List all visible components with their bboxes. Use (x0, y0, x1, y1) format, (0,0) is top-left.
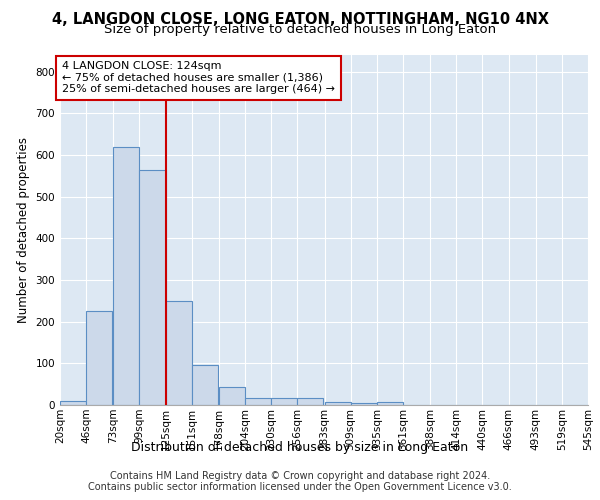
Bar (139, 170, 166, 405)
Bar (350, 403, 377, 405)
Bar (377, 402, 403, 405)
Bar (60, 401, 86, 405)
Bar (86, 311, 112, 405)
Bar (245, 398, 271, 405)
Bar (219, 387, 245, 405)
Text: 4 LANGDON CLOSE: 124sqm
← 75% of detached houses are smaller (1,386)
25% of semi: 4 LANGDON CLOSE: 124sqm ← 75% of detache… (62, 62, 335, 94)
Bar (271, 398, 298, 405)
Text: Contains public sector information licensed under the Open Government Licence v3: Contains public sector information licen… (88, 482, 512, 492)
Bar (298, 398, 323, 405)
Bar (166, 301, 192, 405)
Bar (113, 146, 139, 405)
Text: Contains HM Land Registry data © Crown copyright and database right 2024.: Contains HM Land Registry data © Crown c… (110, 471, 490, 481)
Text: 4, LANGDON CLOSE, LONG EATON, NOTTINGHAM, NG10 4NX: 4, LANGDON CLOSE, LONG EATON, NOTTINGHAM… (52, 12, 548, 28)
Text: Size of property relative to detached houses in Long Eaton: Size of property relative to detached ho… (104, 22, 496, 36)
Text: Distribution of detached houses by size in Long Eaton: Distribution of detached houses by size … (131, 441, 469, 454)
Bar (192, 366, 218, 405)
Bar (325, 402, 350, 405)
Y-axis label: Number of detached properties: Number of detached properties (17, 137, 30, 323)
